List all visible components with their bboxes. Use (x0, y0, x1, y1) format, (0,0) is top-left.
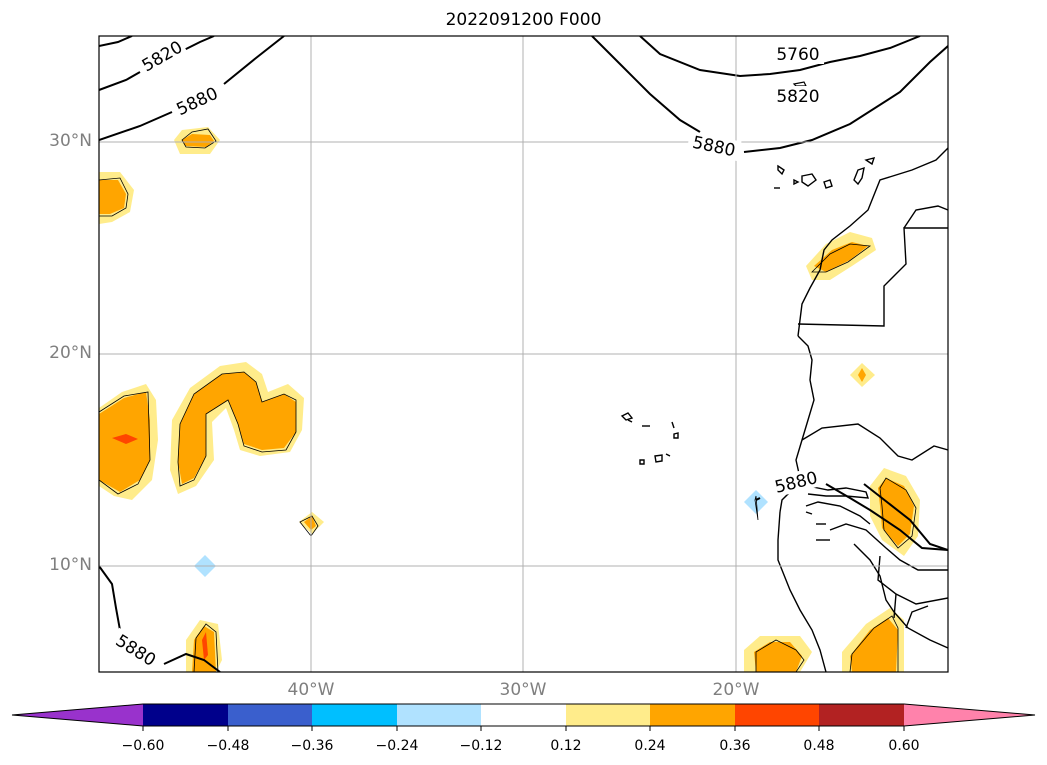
colorbar-segment (735, 704, 819, 726)
colorbar-tick-label: −0.60 (121, 738, 165, 754)
colorbar-extend-low (12, 704, 143, 726)
height-contours (99, 36, 948, 672)
colorbar-tick-label: −0.48 (206, 738, 250, 754)
colorbar-tick-label: −0.36 (290, 738, 334, 754)
lon-label-20w: 20°W (712, 680, 760, 700)
contour-label: 5880 (691, 133, 737, 162)
colorbar-tick-label: −0.12 (459, 738, 503, 754)
shaded-anomaly-regions (99, 127, 920, 672)
colorbar-segment (397, 704, 481, 726)
anomaly-outlines (99, 128, 917, 672)
colorbar-tick-label: 0.24 (634, 738, 666, 754)
lat-label-30n: 30°N (49, 131, 92, 151)
colorbar (11, 703, 1036, 731)
colorbar-ticks (142, 726, 905, 731)
map-plot-area: 5820 5880 5760 5820 5880 5880 5880 (99, 36, 948, 672)
contour-label: 5880 (174, 84, 222, 120)
contour-label: 5880 (112, 631, 159, 671)
colorbar-tick-label: −0.24 (375, 738, 419, 754)
lon-label-30w: 30°W (499, 680, 547, 700)
colorbar-tick-label: 0.48 (803, 738, 835, 754)
lat-label-20n: 20°N (49, 343, 92, 363)
colorbar-segment (819, 704, 904, 726)
coastlines (620, 147, 948, 672)
contour-label: 5880 (773, 468, 820, 498)
colorbar-tick-label: 0.12 (550, 738, 582, 754)
colorbar-segment (481, 704, 566, 726)
graticule (99, 36, 948, 672)
colorbar-extend-high (904, 704, 1035, 726)
colorbar-segment (143, 704, 228, 726)
lon-label-40w: 40°W (287, 680, 335, 700)
colorbar-tick-label: 0.36 (719, 738, 751, 754)
map-title: 2022091200 F000 (445, 10, 602, 30)
colorbar-segment (650, 704, 735, 726)
colorbar-segment (312, 704, 397, 726)
map-frame (98, 35, 949, 673)
colorbar-segment (566, 704, 650, 726)
contour-label: 5820 (776, 87, 819, 107)
colorbar-segment (228, 704, 312, 726)
lat-label-10n: 10°N (49, 555, 92, 575)
colorbar-tick-label: 0.60 (888, 738, 920, 754)
contour-label: 5760 (776, 45, 819, 65)
contour-label: 5820 (139, 37, 186, 76)
